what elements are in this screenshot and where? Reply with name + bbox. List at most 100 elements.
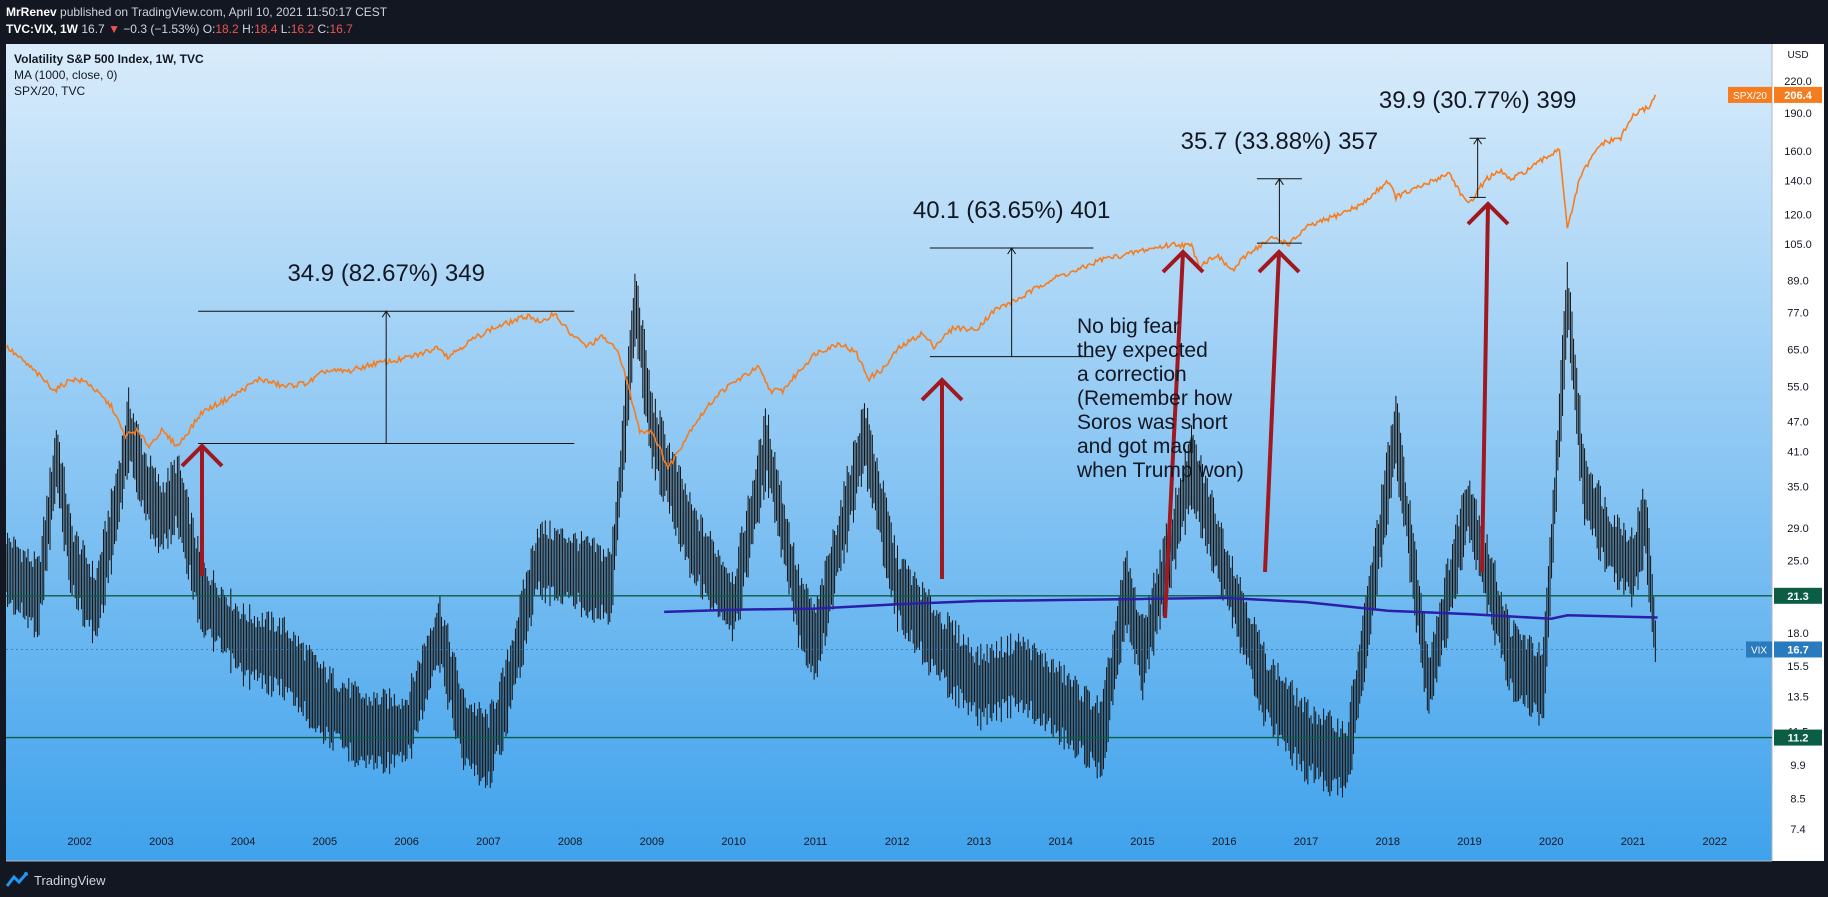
measure-label: 39.9 (30.77%) 399 — [1379, 87, 1576, 114]
legend-vix[interactable]: Volatility S&P 500 Index, 1W, TVC — [14, 52, 204, 66]
vix-price-badge-bg — [1774, 641, 1822, 658]
y-tick-label: 35.0 — [1787, 481, 1808, 493]
symbol-name[interactable]: TVC:VIX, 1W — [6, 22, 79, 36]
x-tick-label: 2002 — [67, 836, 91, 848]
vix-series-tag-bg — [1746, 641, 1772, 658]
note-line: (Remember how — [1077, 387, 1233, 410]
note-line: a correction — [1077, 363, 1187, 386]
red-arrow-head — [920, 377, 964, 402]
legend-ma[interactable]: MA (1000, close, 0) — [14, 68, 118, 82]
x-tick-label: 2004 — [231, 836, 255, 848]
ma-line — [664, 596, 1658, 620]
x-tick-label: 2008 — [558, 836, 582, 848]
y-tick-label: 13.5 — [1787, 691, 1808, 703]
measure-arrowhead — [1274, 177, 1284, 186]
chart-footer: TradingView — [0, 865, 1828, 897]
measure-arrowhead — [1473, 137, 1483, 145]
high-label: H: — [242, 22, 255, 36]
legend-spx[interactable]: SPX/20, TVC — [14, 84, 86, 98]
y-tick-label: 65.0 — [1787, 345, 1808, 357]
red-arrow-shaft — [1263, 251, 1281, 573]
y-tick-label: 160.0 — [1784, 146, 1812, 158]
open-label: O: — [202, 22, 216, 36]
vix-series-tag: VIX — [1751, 645, 1767, 656]
y-unit-label: USD — [1787, 50, 1808, 61]
author-name[interactable]: MrRenev — [6, 5, 57, 19]
tradingview-logo-icon[interactable] — [6, 871, 30, 889]
measure-label: 34.9 (82.67%) 349 — [287, 260, 484, 287]
close-value: 16.7 — [329, 22, 353, 36]
measure-arrowhead — [1007, 247, 1017, 255]
moving-average — [664, 596, 1658, 620]
red-arrow-shaft — [1163, 251, 1185, 619]
y-tick-label: 29.0 — [1787, 523, 1808, 535]
x-tick-label: 2012 — [885, 836, 909, 848]
y-tick-label: 120.0 — [1784, 210, 1812, 222]
x-tick-label: 2017 — [1294, 836, 1318, 848]
x-tick-label: 2020 — [1539, 836, 1563, 848]
x-tick-label: 2016 — [1212, 836, 1236, 848]
close-label: C: — [317, 22, 330, 36]
x-tick-label: 2021 — [1621, 836, 1645, 848]
spx-series-tag: SPX/20 — [1733, 91, 1767, 102]
note-line: No big fear — [1077, 315, 1180, 338]
last-price: 16.7 — [81, 22, 105, 36]
spx-price-badge-bg — [1774, 86, 1822, 103]
measure-label: 35.7 (33.88%) 357 — [1181, 128, 1378, 155]
x-tick-label: 2005 — [313, 836, 337, 848]
legend-vix-label: Volatility S&P 500 Index, 1W, TVC — [14, 52, 204, 66]
red-arrow-head — [180, 443, 224, 468]
price-change: −0.3 (−1.53%) — [123, 22, 200, 36]
low-label: L: — [280, 22, 291, 36]
vix-bars — [5, 262, 1656, 798]
x-tick-label: 2019 — [1457, 836, 1481, 848]
y-tick-label: 55.0 — [1787, 382, 1808, 394]
plot-background — [6, 44, 1772, 861]
x-tick-label: 2009 — [640, 836, 664, 848]
note-line: Soros was short — [1077, 411, 1228, 434]
x-tick-label: 2022 — [1703, 836, 1727, 848]
x-tick-label: 2015 — [1130, 836, 1154, 848]
x-tick-label: 2006 — [394, 836, 418, 848]
price-chart[interactable]: 34.9 (82.67%) 349 40.1 (63.65%) 401 35.7 (… — [0, 44, 1828, 865]
red-arrow-shaft — [1480, 203, 1490, 573]
spx-price-badge: 206.4 — [1784, 90, 1812, 102]
y-tick-label: 7.4 — [1790, 824, 1805, 836]
y-tick-label: 41.0 — [1787, 446, 1808, 458]
y-tick-label: 15.5 — [1787, 661, 1808, 673]
spx-series-tag-bg — [1728, 86, 1772, 103]
time-axis[interactable]: 2002 2003 2004 2005 2006 2007 2008 2009 2010 2011… — [67, 836, 1727, 848]
arrow-annotations — [180, 201, 1510, 619]
level-badge-lower: 11.2 — [1788, 733, 1809, 745]
x-tick-label: 2018 — [1375, 836, 1399, 848]
red-arrow-head — [1257, 249, 1301, 274]
y-tick-label: 89.0 — [1787, 275, 1808, 287]
symbol-line: TVC:VIX, 1W 16.7 ▼ −0.3 (−1.53%) O:18.2 … — [6, 22, 353, 36]
spx-line-path — [5, 94, 1657, 470]
measurement-annotations: 34.9 (82.67%) 349 40.1 (63.65%) 401 35.7 (… — [198, 87, 1576, 444]
vix-price-badge: 16.7 — [1787, 644, 1808, 656]
note-line: and got mad — [1077, 435, 1194, 458]
x-tick-label: 2010 — [721, 836, 745, 848]
y-tick-label: 18.0 — [1787, 628, 1808, 640]
measure-arrowhead — [381, 310, 391, 318]
y-tick-label: 190.0 — [1784, 108, 1812, 120]
y-tick-label: 9.9 — [1790, 760, 1805, 772]
high-value: 18.4 — [254, 22, 278, 36]
y-tick-label: 25.0 — [1787, 555, 1808, 567]
publisher-line: MrRenev published on TradingView.com, Ap… — [6, 5, 387, 19]
level-badge-upper-bg — [1774, 587, 1822, 604]
footer-brand[interactable]: TradingView — [34, 873, 106, 888]
horizontal-levels — [6, 595, 1772, 739]
published-text: published on TradingView.com, April 10, … — [60, 5, 388, 19]
note-line: they expected — [1077, 339, 1208, 362]
level-badge-upper: 21.3 — [1787, 591, 1808, 603]
y-tick-label: 77.0 — [1787, 307, 1808, 319]
y-tick-label: 47.0 — [1787, 416, 1808, 428]
measure-label: 40.1 (63.65%) 401 — [913, 197, 1110, 224]
red-arrow-head — [1466, 201, 1510, 226]
low-value: 16.2 — [290, 22, 315, 36]
spx-line — [5, 94, 1657, 470]
y-tick-label: 140.0 — [1784, 176, 1812, 188]
